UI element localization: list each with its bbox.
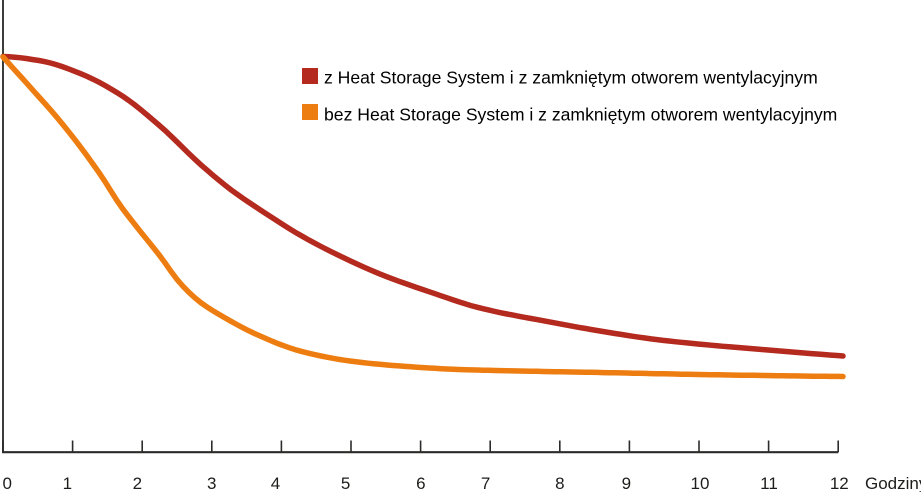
svg-text:5: 5 bbox=[341, 474, 350, 492]
svg-text:0: 0 bbox=[2, 474, 11, 492]
svg-text:Godziny: Godziny bbox=[865, 474, 921, 492]
svg-text:3: 3 bbox=[207, 474, 216, 492]
svg-text:2: 2 bbox=[133, 474, 142, 492]
svg-text:9: 9 bbox=[622, 474, 631, 492]
svg-text:7: 7 bbox=[481, 474, 490, 492]
svg-text:10: 10 bbox=[691, 474, 710, 492]
svg-text:z Heat Storage System i z zamk: z Heat Storage System i z zamkniętym otw… bbox=[324, 67, 818, 87]
svg-text:12: 12 bbox=[830, 474, 849, 492]
svg-text:8: 8 bbox=[555, 474, 564, 492]
svg-text:1: 1 bbox=[63, 474, 72, 492]
svg-text:11: 11 bbox=[760, 474, 778, 492]
svg-text:6: 6 bbox=[416, 474, 425, 492]
svg-text:bez Heat Storage System i z za: bez Heat Storage System i z zamkniętym o… bbox=[324, 105, 837, 125]
svg-text:4: 4 bbox=[271, 474, 280, 492]
